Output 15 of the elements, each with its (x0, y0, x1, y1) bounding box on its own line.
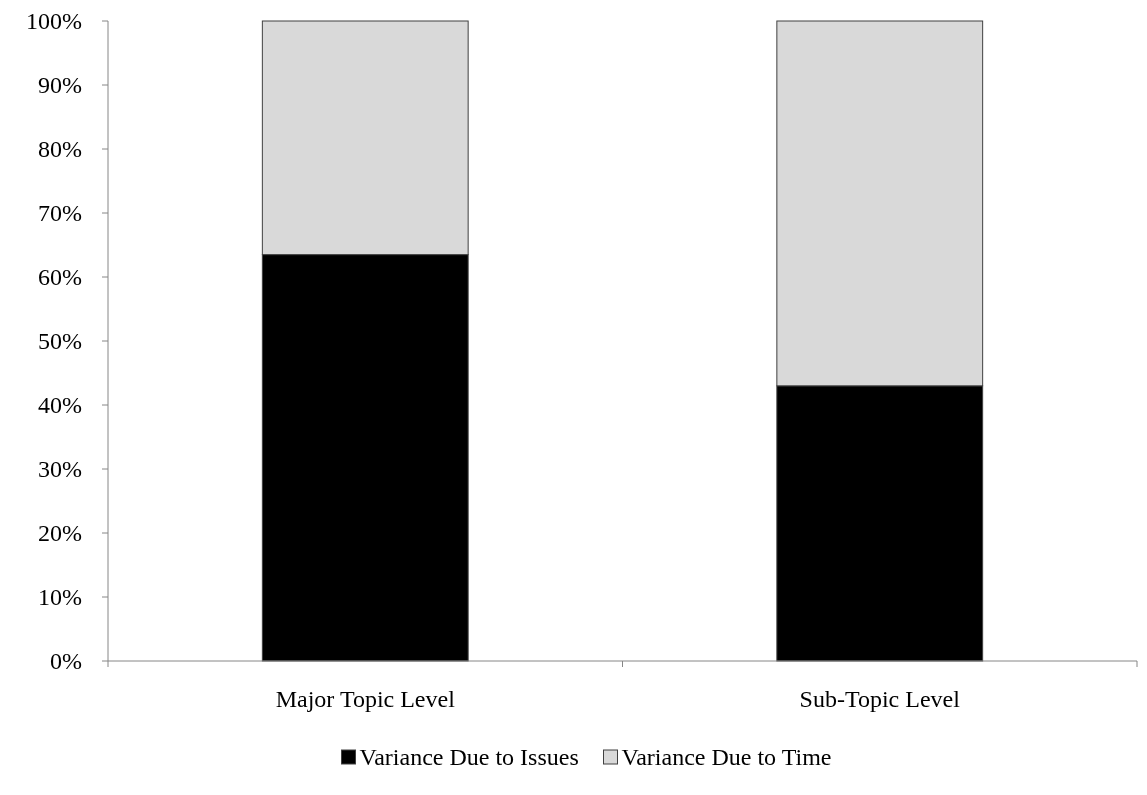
x-tick-label: Major Topic Level (275, 686, 456, 712)
y-tick-label: 90% (38, 72, 82, 99)
x-tick-label: Sub-Topic Level (799, 686, 961, 712)
y-tick-label: 70% (38, 200, 82, 227)
y-tick-label: 30% (38, 456, 82, 483)
legend-label: Variance Due to Time (621, 744, 832, 771)
y-tick-label: 20% (38, 520, 82, 547)
y-tick-label: 10% (38, 584, 82, 611)
legend-label: Variance Due to Issues (359, 744, 579, 771)
y-tick-label: 40% (38, 392, 82, 419)
y-tick-label: 80% (38, 136, 82, 163)
y-tick-label: 100% (26, 8, 82, 35)
y-tick-label: 0% (50, 648, 82, 675)
y-tick-label: 60% (38, 264, 82, 291)
y-tick-label: 50% (38, 328, 82, 355)
